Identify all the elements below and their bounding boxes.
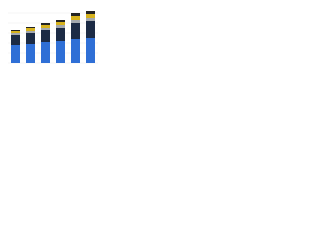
bar-segment xyxy=(41,42,50,63)
bar-segment xyxy=(86,14,95,18)
bar-segment xyxy=(11,45,20,63)
bar-segment xyxy=(41,28,50,30)
bar-segment xyxy=(56,28,65,41)
bar-segment xyxy=(26,44,35,63)
bar-segment xyxy=(86,18,95,21)
bar-segment xyxy=(26,28,35,31)
bar-segment xyxy=(26,33,35,44)
bar-segment xyxy=(71,16,80,20)
bar-segment xyxy=(11,35,20,45)
bar-segment xyxy=(86,38,95,63)
bar-segment xyxy=(41,23,50,25)
bar-segment xyxy=(71,20,80,23)
bar-segment xyxy=(26,27,35,28)
bar-segment xyxy=(41,25,50,28)
bar-segment xyxy=(71,39,80,63)
bar-segment xyxy=(11,30,20,31)
bar-segment xyxy=(11,33,20,35)
bar-segment xyxy=(41,30,50,42)
bar-segment xyxy=(26,31,35,33)
bar-segment xyxy=(71,23,80,39)
bar-segment xyxy=(56,20,65,22)
bar-segment xyxy=(56,22,65,25)
bar-segment xyxy=(71,13,80,16)
bar-segment xyxy=(86,11,95,14)
bar-segment xyxy=(11,31,20,33)
bar-segment xyxy=(56,41,65,63)
page: {"chart_data": {"type": "stacked-bar", "… xyxy=(0,0,320,71)
bar-segment xyxy=(86,21,95,38)
chart xyxy=(8,11,98,64)
bar-segment xyxy=(56,25,65,28)
